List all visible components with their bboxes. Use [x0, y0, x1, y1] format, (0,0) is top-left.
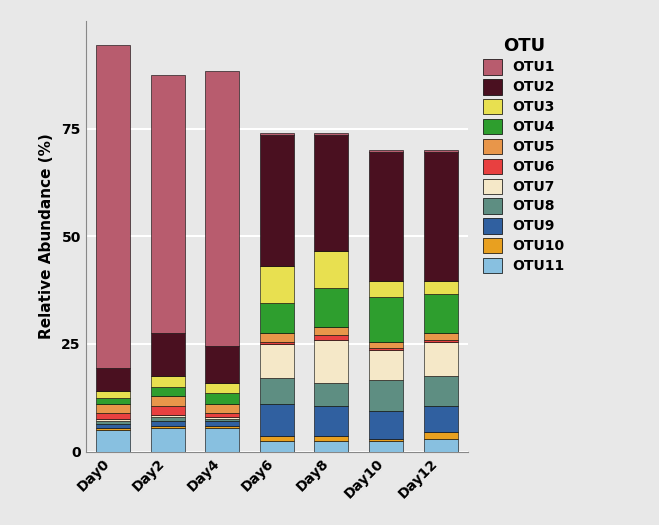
Bar [424, 432, 457, 438]
Bar [151, 428, 185, 452]
Bar [369, 438, 403, 441]
Bar [314, 135, 349, 251]
Bar [260, 404, 294, 436]
Bar [151, 395, 185, 406]
Bar [260, 441, 294, 452]
Bar [424, 333, 457, 340]
Bar [151, 415, 185, 417]
Bar [260, 133, 294, 135]
Bar [151, 422, 185, 426]
Y-axis label: Relative Abundance (%): Relative Abundance (%) [40, 133, 54, 339]
Bar [96, 424, 130, 428]
Bar [424, 150, 457, 152]
Bar [96, 45, 130, 368]
Bar [424, 281, 457, 295]
Bar [424, 406, 457, 432]
Bar [151, 406, 185, 415]
Bar [260, 344, 294, 379]
Bar [314, 327, 349, 335]
Bar [151, 426, 185, 428]
Bar [369, 297, 403, 342]
Bar [424, 376, 457, 406]
Bar [205, 426, 239, 428]
Bar [314, 251, 349, 288]
Bar [205, 70, 239, 346]
Bar [96, 413, 130, 419]
Bar [151, 376, 185, 387]
Bar [260, 135, 294, 266]
Bar [205, 428, 239, 452]
Legend: OTU1, OTU2, OTU3, OTU4, OTU5, OTU6, OTU7, OTU8, OTU9, OTU10, OTU11: OTU1, OTU2, OTU3, OTU4, OTU5, OTU6, OTU7… [479, 33, 568, 277]
Bar [424, 295, 457, 333]
Bar [96, 398, 130, 404]
Bar [205, 383, 239, 393]
Bar [205, 346, 239, 383]
Bar [205, 413, 239, 417]
Bar [96, 428, 130, 430]
Bar [369, 348, 403, 350]
Bar [96, 391, 130, 398]
Bar [96, 419, 130, 422]
Bar [260, 436, 294, 441]
Bar [369, 381, 403, 411]
Bar [314, 406, 349, 436]
Bar [151, 387, 185, 395]
Bar [369, 441, 403, 452]
Bar [205, 417, 239, 419]
Bar [260, 266, 294, 303]
Bar [96, 430, 130, 452]
Bar [151, 417, 185, 422]
Bar [369, 342, 403, 348]
Bar [369, 150, 403, 152]
Bar [314, 340, 349, 383]
Bar [96, 404, 130, 413]
Bar [205, 393, 239, 404]
Bar [314, 383, 349, 406]
Bar [369, 411, 403, 438]
Bar [205, 422, 239, 426]
Bar [424, 342, 457, 376]
Bar [369, 281, 403, 297]
Bar [369, 152, 403, 281]
Bar [424, 438, 457, 452]
Bar [205, 419, 239, 422]
Bar [369, 350, 403, 381]
Bar [424, 152, 457, 281]
Bar [314, 441, 349, 452]
Bar [151, 75, 185, 333]
Bar [151, 333, 185, 376]
Bar [314, 133, 349, 135]
Bar [260, 303, 294, 333]
Bar [260, 342, 294, 344]
Bar [314, 288, 349, 327]
Bar [314, 436, 349, 441]
Bar [314, 335, 349, 340]
Bar [205, 404, 239, 413]
Bar [96, 422, 130, 424]
Bar [260, 379, 294, 404]
Bar [260, 333, 294, 342]
Bar [96, 368, 130, 391]
Bar [424, 340, 457, 342]
